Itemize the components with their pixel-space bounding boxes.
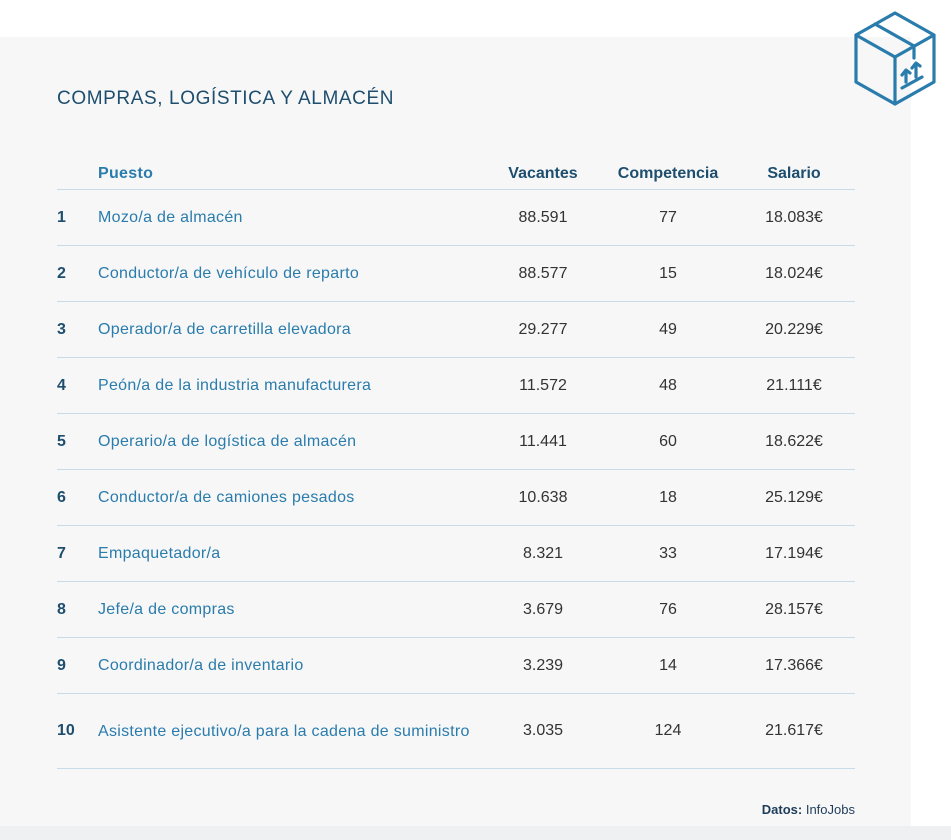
row-rank: 9	[57, 637, 98, 694]
row-vacantes: 8.321	[483, 525, 603, 582]
table-row: 4 Peón/a de la industria manufacturera 1…	[57, 357, 855, 414]
section-title: COMPRAS, LOGÍSTICA Y ALMACÉN	[57, 88, 395, 109]
job-link[interactable]: Empaquetador/a	[98, 525, 483, 582]
job-link[interactable]: Asistente ejecutivo/a para la cadena de …	[98, 693, 483, 769]
row-vacantes: 10.638	[483, 469, 603, 526]
row-salario: 18.024€	[733, 245, 855, 302]
row-competencia: 48	[603, 357, 733, 414]
row-competencia: 76	[603, 581, 733, 638]
table-row: 2 Conductor/a de vehículo de reparto 88.…	[57, 245, 855, 302]
row-rank: 1	[57, 189, 98, 246]
row-competencia: 60	[603, 413, 733, 470]
row-competencia: 18	[603, 469, 733, 526]
row-vacantes: 29.277	[483, 301, 603, 358]
table-row: 9 Coordinador/a de inventario 3.239 14 1…	[57, 637, 855, 694]
row-salario: 18.083€	[733, 189, 855, 246]
row-vacantes: 3.035	[483, 693, 603, 769]
row-salario: 28.157€	[733, 581, 855, 638]
source-label: Datos:	[761, 802, 803, 817]
row-rank: 6	[57, 469, 98, 526]
data-source: Datos: InfoJobs	[762, 802, 855, 817]
panel-footer-strip	[0, 826, 951, 840]
header-vacantes: Vacantes	[483, 158, 603, 190]
table-row: 3 Operador/a de carretilla elevadora 29.…	[57, 301, 855, 358]
table-row: 6 Conductor/a de camiones pesados 10.638…	[57, 469, 855, 526]
job-link[interactable]: Mozo/a de almacén	[98, 189, 483, 246]
row-competencia: 14	[603, 637, 733, 694]
header-puesto: Puesto	[98, 158, 483, 190]
source-value: InfoJobs	[805, 802, 855, 817]
row-salario: 18.622€	[733, 413, 855, 470]
header-rank	[57, 158, 98, 190]
row-competencia: 15	[603, 245, 733, 302]
row-vacantes: 88.577	[483, 245, 603, 302]
table-row: 1 Mozo/a de almacén 88.591 77 18.083€	[57, 189, 855, 246]
job-link[interactable]: Jefe/a de compras	[98, 581, 483, 638]
job-link[interactable]: Conductor/a de vehículo de reparto	[98, 245, 483, 302]
table-row: 10 Asistente ejecutivo/a para la cadena …	[57, 693, 855, 769]
row-rank: 8	[57, 581, 98, 638]
table-row: 7 Empaquetador/a 8.321 33 17.194€	[57, 525, 855, 582]
row-salario: 21.617€	[733, 693, 855, 769]
box-arrows-icon	[854, 11, 936, 106]
row-rank: 5	[57, 413, 98, 470]
row-salario: 17.194€	[733, 525, 855, 582]
row-rank: 2	[57, 245, 98, 302]
jobs-table: Puesto Vacantes Competencia Salario 1 Mo…	[57, 158, 855, 769]
header-competencia: Competencia	[603, 158, 733, 190]
row-salario: 25.129€	[733, 469, 855, 526]
job-link[interactable]: Coordinador/a de inventario	[98, 637, 483, 694]
row-competencia: 49	[603, 301, 733, 358]
table-header-row: Puesto Vacantes Competencia Salario	[57, 158, 855, 190]
row-salario: 17.366€	[733, 637, 855, 694]
job-link[interactable]: Operario/a de logística de almacén	[98, 413, 483, 470]
row-vacantes: 11.441	[483, 413, 603, 470]
row-rank: 3	[57, 301, 98, 358]
row-salario: 21.111€	[733, 357, 855, 414]
row-vacantes: 3.679	[483, 581, 603, 638]
row-vacantes: 88.591	[483, 189, 603, 246]
table-row: 8 Jefe/a de compras 3.679 76 28.157€	[57, 581, 855, 638]
row-vacantes: 11.572	[483, 357, 603, 414]
row-salario: 20.229€	[733, 301, 855, 358]
row-rank: 10	[57, 693, 98, 769]
row-rank: 4	[57, 357, 98, 414]
job-link[interactable]: Operador/a de carretilla elevadora	[98, 301, 483, 358]
row-competencia: 77	[603, 189, 733, 246]
job-link[interactable]: Peón/a de la industria manufacturera	[98, 357, 483, 414]
row-rank: 7	[57, 525, 98, 582]
table-row: 5 Operario/a de logística de almacén 11.…	[57, 413, 855, 470]
header-salario: Salario	[733, 158, 855, 190]
job-link[interactable]: Conductor/a de camiones pesados	[98, 469, 483, 526]
row-competencia: 124	[603, 693, 733, 769]
row-vacantes: 3.239	[483, 637, 603, 694]
row-competencia: 33	[603, 525, 733, 582]
